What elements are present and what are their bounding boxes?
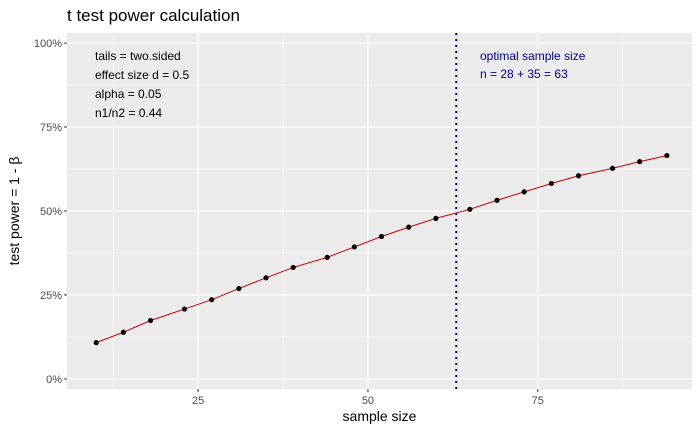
data-point [93,340,99,346]
y-tick-label: 0% [46,374,62,386]
data-point [324,254,330,260]
optimal-size-annotation-line: optimal sample size [480,49,586,63]
y-tick-label: 50% [40,206,62,218]
parameter-annotation-line: alpha = 0.05 [95,87,162,101]
series-layer [93,152,670,346]
data-point [147,317,154,324]
y-tick-label: 75% [40,122,62,134]
x-tick-label: 50 [362,395,374,407]
data-point [406,224,412,230]
data-point [181,306,188,312]
parameter-annotation-line: n1/n2 = 0.44 [95,106,162,120]
data-point [120,329,126,335]
data-point [209,297,215,303]
data-point [290,264,296,271]
data-point [609,165,616,171]
x-tick-label: 75 [532,395,544,407]
annotations: tails = two.sided effect size d = 0.5 alph… [95,49,586,120]
parameter-annotation-line: effect size d = 0.5 [95,68,189,82]
y-tick-label: 25% [40,290,62,302]
y-axis-label: test power = 1 - β [6,157,22,266]
data-point [236,285,242,292]
y-tick-label: 100% [34,38,62,50]
parameter-annotation-line: tails = two.sided [95,49,181,63]
data-point [494,197,500,203]
y-axis: 0% 25% 50% 75% 100% [34,38,67,386]
data-point [378,233,385,240]
data-point [637,159,643,165]
data-point [548,180,554,187]
data-point [433,215,439,221]
optimal-size-annotation-line: n = 28 + 35 = 63 [480,67,568,81]
data-point [467,206,473,212]
data-point [351,244,357,250]
major-gridlines [67,33,692,389]
x-axis-label: sample size [343,408,417,424]
data-point [263,275,269,281]
data-point [575,173,582,179]
x-axis: 25 50 75 [192,389,544,407]
chart-title: t test power calculation [67,6,240,25]
data-point [664,152,670,159]
data-point [521,189,527,195]
x-tick-label: 25 [192,395,204,407]
